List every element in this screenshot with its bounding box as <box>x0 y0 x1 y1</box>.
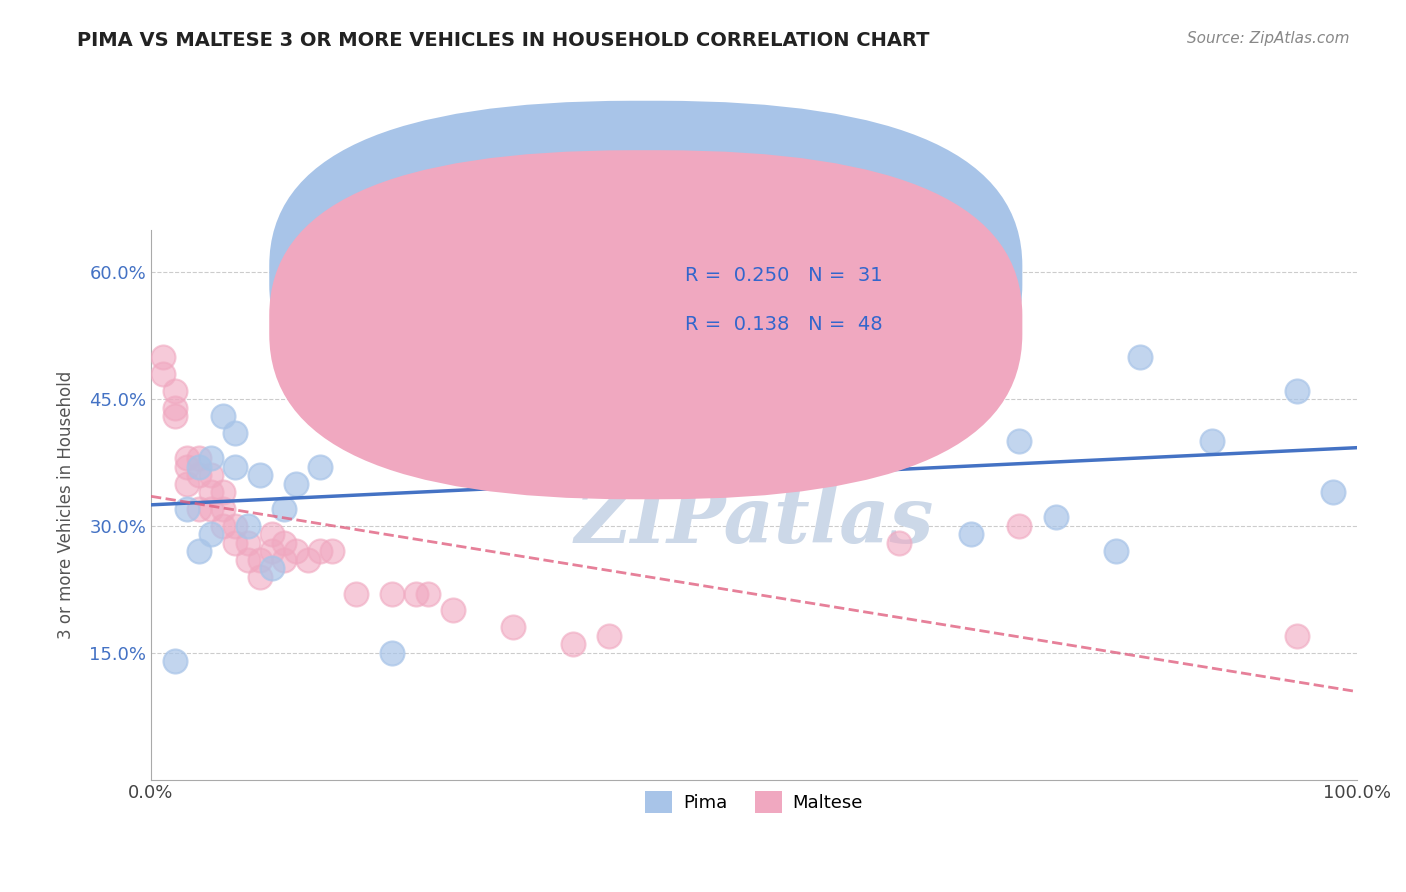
Point <box>309 459 332 474</box>
Point <box>1285 384 1308 398</box>
Point <box>188 459 211 474</box>
Point <box>598 629 620 643</box>
Point <box>405 586 427 600</box>
Point <box>224 536 246 550</box>
Point <box>260 544 283 558</box>
Point <box>381 646 404 660</box>
Point <box>165 654 187 668</box>
Point <box>1008 434 1031 449</box>
FancyBboxPatch shape <box>269 150 1022 500</box>
Point <box>224 425 246 440</box>
Point <box>960 527 983 541</box>
Point <box>200 468 222 483</box>
Text: Source: ZipAtlas.com: Source: ZipAtlas.com <box>1187 31 1350 46</box>
FancyBboxPatch shape <box>609 252 972 345</box>
Point <box>200 485 222 500</box>
Text: R =  0.250   N =  31: R = 0.250 N = 31 <box>685 266 883 285</box>
Point <box>562 637 585 651</box>
Point <box>249 553 271 567</box>
Point <box>212 502 235 516</box>
Point <box>260 561 283 575</box>
Point <box>212 409 235 423</box>
Point <box>1045 510 1067 524</box>
FancyBboxPatch shape <box>269 101 1022 450</box>
Point <box>273 536 295 550</box>
Point <box>273 502 295 516</box>
Point <box>188 468 211 483</box>
Point <box>200 451 222 466</box>
Point <box>297 553 319 567</box>
Point <box>309 544 332 558</box>
Point <box>1008 519 1031 533</box>
Point <box>249 468 271 483</box>
Point <box>188 451 211 466</box>
Point <box>1129 350 1152 364</box>
Point <box>260 527 283 541</box>
Text: R =  0.138   N =  48: R = 0.138 N = 48 <box>685 315 883 334</box>
Point <box>152 367 174 381</box>
Point <box>742 409 765 423</box>
Point <box>188 544 211 558</box>
Point <box>273 553 295 567</box>
Point <box>1285 629 1308 643</box>
Point <box>224 459 246 474</box>
Point <box>284 476 307 491</box>
Point <box>418 586 440 600</box>
Legend: Pima, Maltese: Pima, Maltese <box>638 783 870 820</box>
Point <box>344 586 367 600</box>
Point <box>502 620 524 634</box>
Point <box>165 409 187 423</box>
Point <box>321 544 343 558</box>
Point <box>212 485 235 500</box>
Point <box>357 425 380 440</box>
Point <box>176 476 198 491</box>
Point <box>236 536 259 550</box>
Point <box>249 569 271 583</box>
Point <box>1322 485 1344 500</box>
Point <box>152 350 174 364</box>
Y-axis label: 3 or more Vehicles in Household: 3 or more Vehicles in Household <box>58 371 75 639</box>
Point <box>236 553 259 567</box>
Point <box>236 519 259 533</box>
Point <box>188 502 211 516</box>
Text: ZIPatlas: ZIPatlas <box>574 483 934 559</box>
Point <box>200 527 222 541</box>
Point <box>176 502 198 516</box>
Point <box>333 409 356 423</box>
Text: PIMA VS MALTESE 3 OR MORE VEHICLES IN HOUSEHOLD CORRELATION CHART: PIMA VS MALTESE 3 OR MORE VEHICLES IN HO… <box>77 31 929 50</box>
Point <box>381 586 404 600</box>
Point <box>176 451 198 466</box>
Point <box>200 502 222 516</box>
Point <box>212 519 235 533</box>
Point <box>887 536 910 550</box>
Point <box>284 544 307 558</box>
Point <box>176 459 198 474</box>
Point <box>1201 434 1223 449</box>
Point <box>1105 544 1128 558</box>
Point <box>405 451 427 466</box>
Point <box>224 519 246 533</box>
Point <box>441 603 464 617</box>
Point <box>165 384 187 398</box>
Point <box>165 401 187 415</box>
